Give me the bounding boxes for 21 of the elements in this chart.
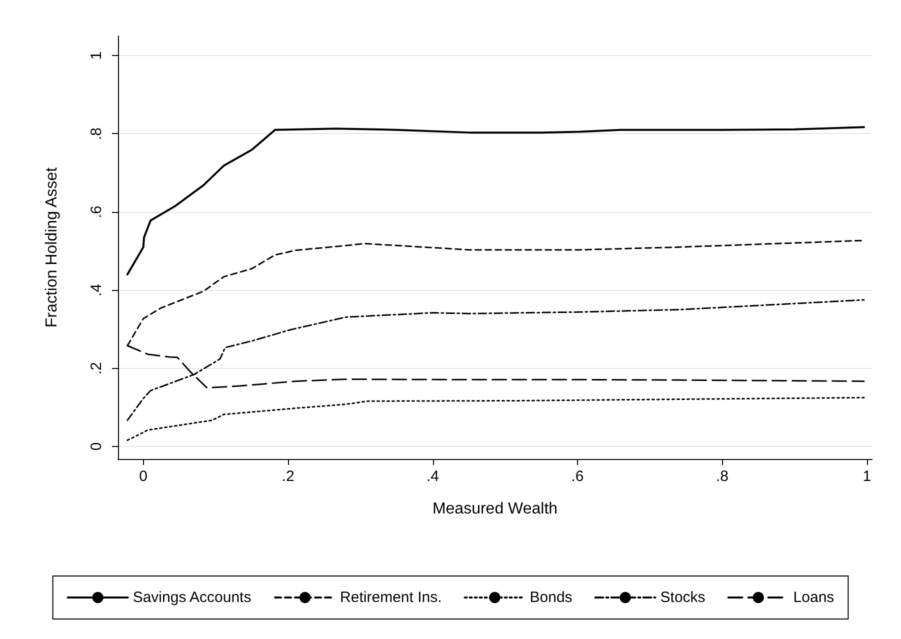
y-tick-label: 1 [88, 51, 105, 60]
y-tick-label: .4 [88, 284, 105, 296]
x-tick-label: 0 [139, 468, 148, 485]
y-tick-label: .8 [88, 127, 105, 140]
legend-label: Loans [793, 589, 834, 606]
line-series [126, 126, 866, 276]
x-axis-title: Measured Wealth [432, 500, 558, 518]
legend-label: Savings Accounts [132, 589, 252, 606]
legend-label: Stocks [660, 589, 706, 606]
x-tick-label: .8 [716, 468, 728, 485]
x-tick-label: .2 [282, 468, 294, 485]
x-tick-label: .4 [426, 468, 440, 485]
y-tick-label: .2 [88, 362, 105, 375]
legend-label: Retirement Ins. [340, 589, 442, 606]
y-tick-label: 0 [88, 442, 105, 451]
x-tick-label: .6 [571, 468, 584, 485]
x-tick-label: 1 [862, 468, 872, 485]
y-tick-label: .6 [88, 206, 105, 218]
y-axis-title: Fraction Holding Asset [44, 166, 60, 328]
legend-label: Bonds [530, 589, 572, 606]
line-series [126, 396, 865, 441]
